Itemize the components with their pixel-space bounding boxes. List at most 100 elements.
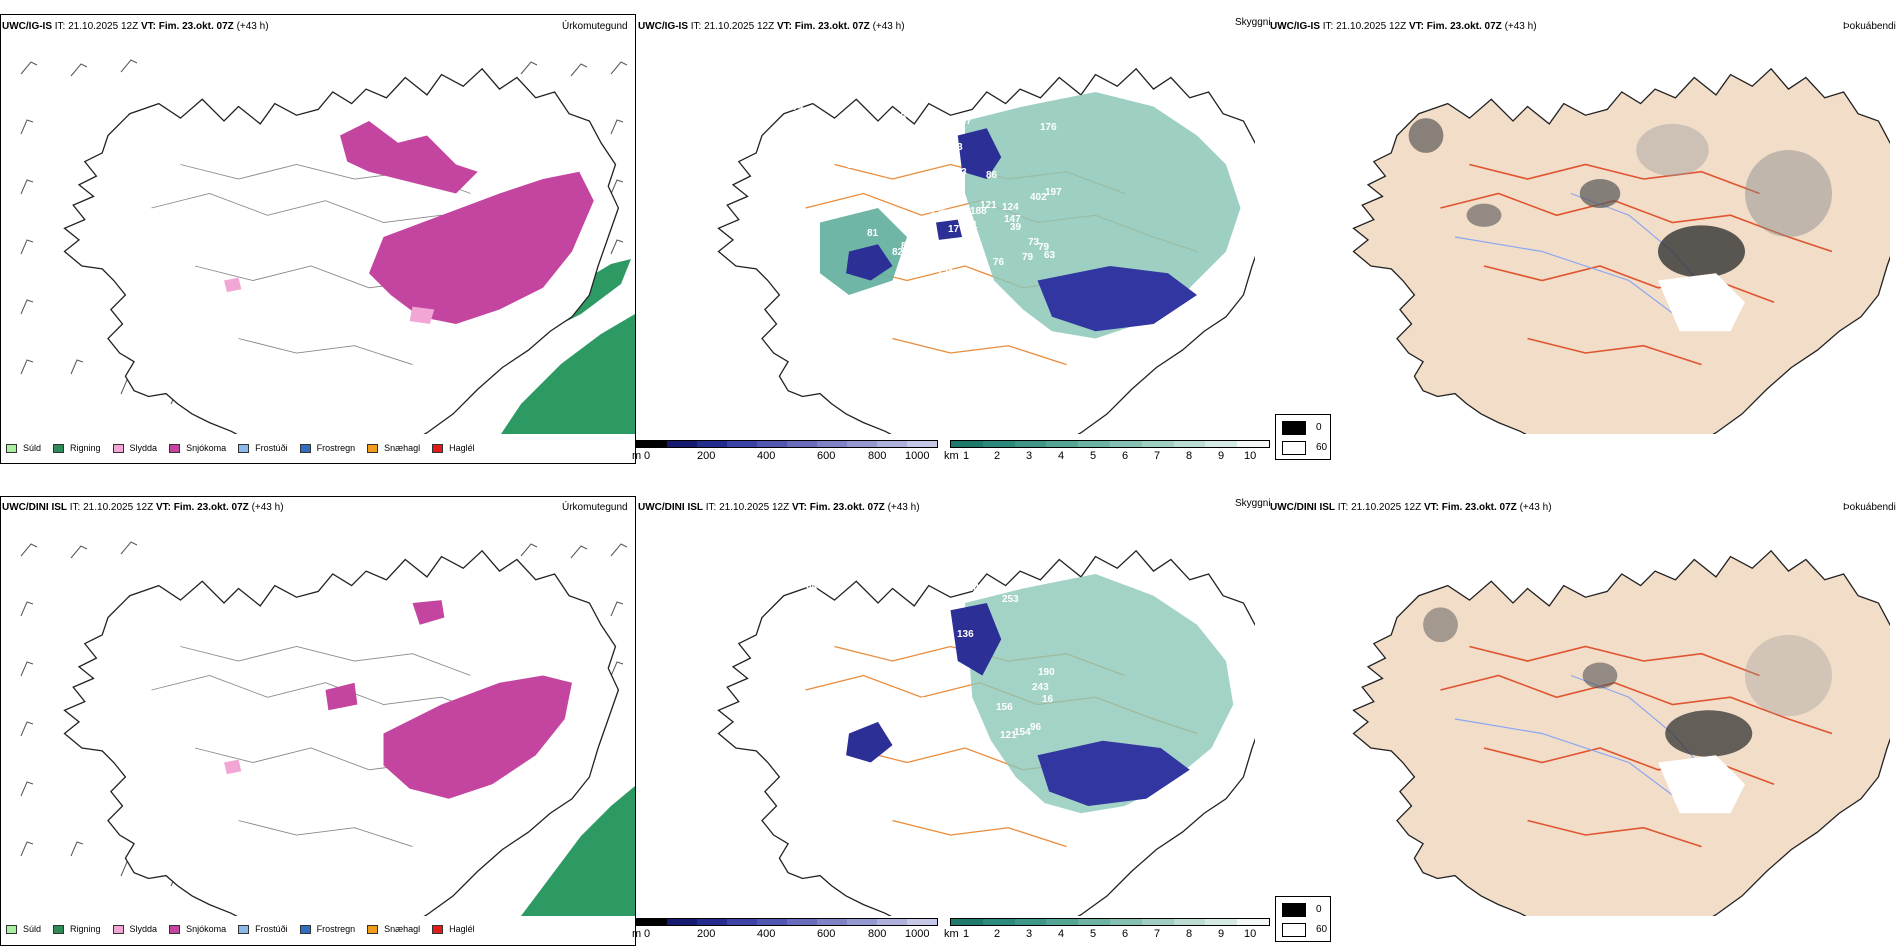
cloud-height-label: 153	[926, 738, 943, 749]
vis-tick-7: 7	[1154, 450, 1161, 462]
cloud-height-label: 82	[892, 247, 904, 258]
precip-title: Úrkomutegund	[562, 21, 628, 32]
cloud-height-label: 121	[980, 200, 997, 211]
cloud-height-label: 176	[1040, 122, 1057, 133]
vis-tick-8: 8	[1186, 450, 1193, 462]
cloud-height-label: 402	[1030, 192, 1047, 203]
cloud-height-label: 197	[1045, 187, 1062, 198]
vis-tick-1: 1	[963, 450, 970, 462]
cloud-height-label: 136	[957, 629, 974, 640]
precip-legend: Súld Rigning Slydda Snjókoma Frostúði Fr…	[6, 924, 487, 934]
cloud-height-label: 85	[742, 248, 754, 259]
valid-label: VT:	[140, 21, 156, 32]
fog-header: UWC/DINI ISL IT: 21.10.2025 12Z VT: Fim.…	[1270, 502, 1552, 514]
cloud-height-label: 203	[946, 142, 963, 153]
fog-title: Þokuábendi	[1843, 21, 1896, 32]
legend-frostregn: Frostregn	[299, 924, 355, 934]
cloud-height-label: 67	[815, 634, 827, 645]
cloud-height-label: 17	[948, 224, 960, 235]
valid-time: Fim. 23.okt. 07Z	[1426, 21, 1502, 32]
init-time: IT: 21.10.2025 12Z	[705, 502, 790, 513]
valid-label: VT:	[1408, 21, 1424, 32]
cloud-height-label: 136	[805, 152, 822, 163]
cloud-height-label: 73	[782, 720, 794, 731]
precip-map	[20, 541, 635, 916]
cloud-height-label: 81	[867, 228, 879, 239]
legend-snjokoma: Snjókoma	[169, 924, 226, 934]
valid-label: VT:	[155, 502, 171, 513]
cloud-height-label: 95	[806, 583, 818, 594]
fog-legend-bottom: 60	[1316, 442, 1328, 453]
cloud-height-label: 39	[1010, 222, 1022, 233]
fog-dark-patch	[1466, 203, 1502, 227]
cloud-height-label: 157	[847, 160, 864, 171]
height-tick-400: 400	[757, 450, 776, 462]
init-time: IT: 21.10.2025 12Z	[69, 502, 154, 513]
model-name: UWC/DINI ISL	[638, 502, 703, 513]
vis-tick-5: 5	[1090, 928, 1097, 940]
cloud-height-label: 82	[901, 241, 913, 252]
model-name: UWC/DINI ISL	[2, 502, 67, 513]
init-time: IT: 21.10.2025 12Z	[1337, 502, 1422, 513]
cloud-map: 121 174 99 157 53 136 71 65 263 267 203 69 173 86 176 4…	[717, 68, 1255, 434]
cloud-blue-north	[957, 128, 1002, 179]
init-time: IT: 21.10.2025 12Z	[690, 21, 775, 32]
cloud-height-label: 267	[955, 116, 972, 127]
cloud-height-label: 29	[836, 856, 848, 867]
height-tick-200: 200	[697, 450, 716, 462]
vis-tick-1: 1	[963, 928, 970, 940]
cloud-height-label: 174	[787, 102, 804, 113]
sleet-area-2	[409, 306, 435, 324]
legend-snaehagl: Snæhagl	[367, 443, 420, 453]
cloud-header: UWC/IG-IS IT: 21.10.2025 12Z VT: Fim. 23…	[638, 21, 905, 33]
cloud-height-label: 21	[873, 615, 885, 626]
valid-time: Fim. 23.okt. 07Z	[794, 21, 870, 32]
cloud-height-label: 151	[890, 621, 907, 632]
vis-tick-6: 6	[1122, 450, 1129, 462]
fog-grey-patch	[1636, 123, 1709, 177]
cloud-height-label: 111	[851, 344, 867, 355]
vis-tick-9: 9	[1218, 450, 1225, 462]
fog-map	[1352, 68, 1890, 434]
vis-tick-3: 3	[1026, 450, 1033, 462]
valid-label: VT:	[1423, 502, 1439, 513]
valid-time: Fim. 23.okt. 07Z	[1441, 502, 1517, 513]
legend-frostregn: Frostregn	[299, 443, 355, 453]
model-name: UWC/DINI ISL	[1270, 502, 1335, 513]
legend-rigning: Rigning	[53, 443, 101, 453]
precip-title: Úrkomutegund	[562, 502, 628, 513]
fog-dark-patch	[1658, 225, 1745, 278]
cloud-blue-south	[1037, 740, 1190, 806]
cloud-height-label: 92	[962, 730, 974, 741]
sea-green-area	[501, 314, 635, 434]
sleet-area	[224, 759, 242, 775]
model-name: UWC/IG-IS	[2, 21, 52, 32]
cloud-height-label: 188	[970, 206, 987, 217]
cloud-height-label: 53	[740, 182, 752, 193]
cloud-height-label: 156	[996, 702, 1013, 713]
cloud-title: Skyggni	[1235, 17, 1271, 28]
fog-grey-patch	[1745, 150, 1832, 237]
fog-grey-patch	[1745, 634, 1832, 717]
height-tick-800: 800	[868, 450, 887, 462]
legend-haglel: Haglél	[432, 443, 475, 453]
snow-area-east	[383, 675, 572, 799]
sleet-area	[224, 277, 242, 293]
valid-time: Fim. 23.okt. 07Z	[173, 502, 249, 513]
fog-grey-patch	[1408, 118, 1444, 153]
cloud-height-label: 86	[986, 170, 998, 181]
valid-label: VT:	[776, 21, 792, 32]
vis-tick-9: 9	[1218, 928, 1225, 940]
fog-grey-patch	[1423, 607, 1458, 643]
vis-unit: km	[944, 928, 959, 940]
row-1: UWC/IG-IS IT: 21.10.2025 12Z VT: Fim. 23…	[0, 0, 1900, 470]
row-2: UWC/DINI ISL IT: 21.10.2025 12Z VT: Fim.…	[0, 484, 1900, 950]
cloud-height-label: 48	[938, 616, 950, 627]
cloud-height-label: 263	[950, 100, 967, 111]
cloud-height-label: 621	[909, 696, 926, 707]
cloud-height-label: 121	[775, 87, 792, 98]
fog-header: UWC/IG-IS IT: 21.10.2025 12Z VT: Fim. 23…	[1270, 21, 1537, 33]
snow-area-mid	[325, 682, 358, 711]
fog-dark-patch	[1582, 662, 1618, 689]
